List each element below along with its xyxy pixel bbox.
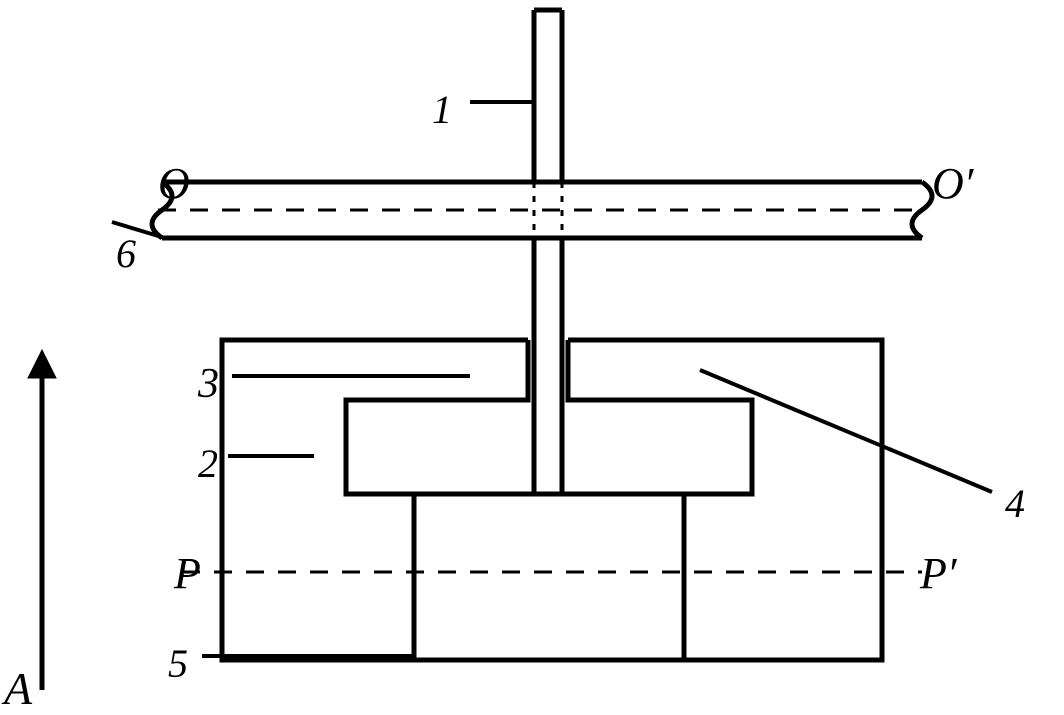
label-n4: 4 [1005, 480, 1025, 527]
label-P: P [174, 548, 201, 599]
label-n6: 6 [116, 230, 136, 277]
block-outline-right [568, 340, 882, 660]
leader-l4 [700, 370, 992, 492]
block-outline-left [222, 340, 528, 660]
label-A: A [4, 662, 32, 715]
center-block [414, 494, 684, 660]
diagram-canvas [0, 0, 1064, 713]
label-n2: 2 [198, 440, 218, 487]
cavity-right [568, 340, 752, 494]
label-n3: 3 [198, 360, 219, 408]
cyl-end-right [912, 182, 932, 238]
label-n1: 1 [432, 86, 452, 133]
label-Op: O′ [932, 158, 973, 209]
label-n5: 5 [168, 640, 188, 687]
label-Pp: P′ [920, 548, 957, 599]
cavity-left [346, 340, 528, 494]
label-O: O [158, 158, 190, 209]
arrow-a-head [28, 350, 56, 378]
